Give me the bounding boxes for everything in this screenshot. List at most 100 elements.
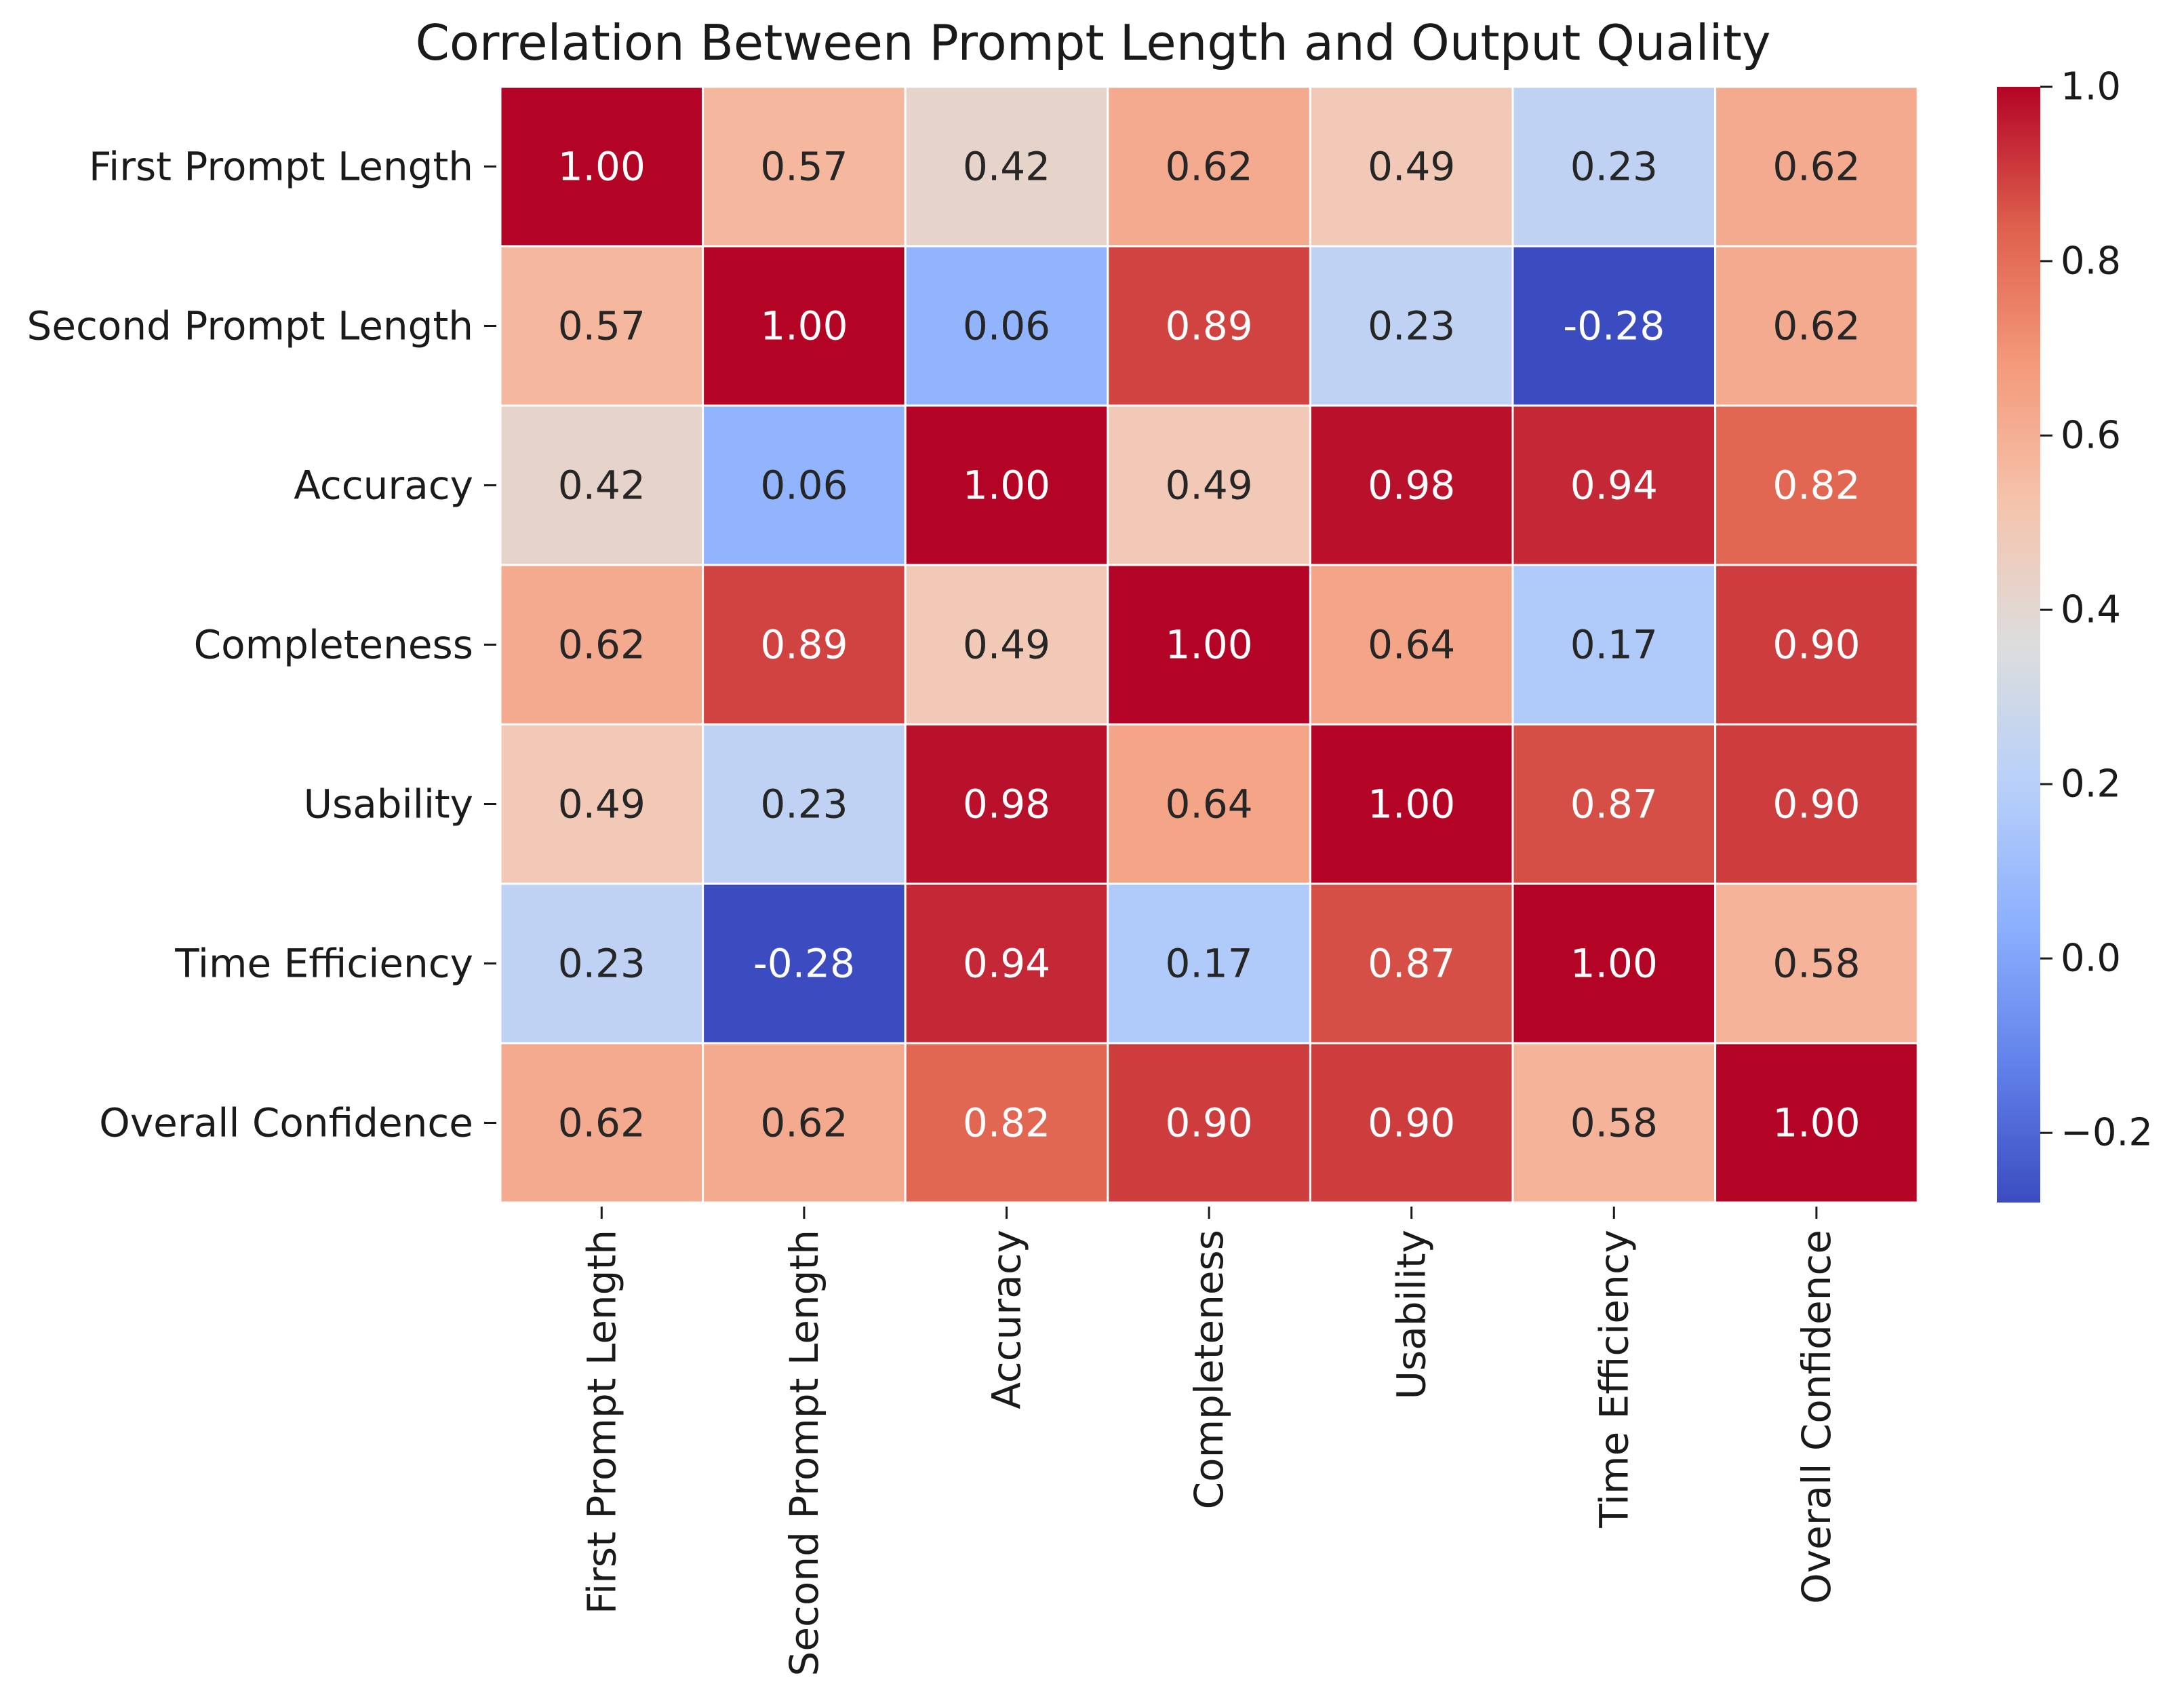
cell-value-label: 1.00 <box>1570 941 1658 987</box>
cell-value-label: 0.82 <box>963 1100 1050 1146</box>
cell-value-label: 0.57 <box>558 303 646 349</box>
heatmap-cells: 1.00 0.57 0.42 0.62 0.49 0.23 0.62 0.57 1.00 0.06… <box>499 85 1919 1204</box>
cell-value-label: 1.00 <box>1772 1100 1860 1146</box>
heatmap-cell <box>702 564 907 726</box>
y-tick-label: First Prompt Length <box>89 144 473 190</box>
heatmap-cell <box>702 85 907 248</box>
y-axis-tick-labels: First Prompt Length Second Prompt Length A… <box>27 144 496 1146</box>
cell-value-label: 0.62 <box>1166 144 1253 190</box>
cell-value-label: 0.62 <box>1772 144 1860 190</box>
y-tick-label: Usability <box>304 781 473 827</box>
y-tick-label: Accuracy <box>294 463 473 509</box>
y-tick-label: Second Prompt Length <box>27 303 473 349</box>
heatmap-cell <box>1107 1042 1311 1204</box>
heatmap-cell <box>1511 404 1717 566</box>
cell-value-label: 0.58 <box>1772 941 1860 987</box>
x-tick-label: Second Prompt Length <box>781 1230 827 1676</box>
heatmap-cell <box>499 882 704 1044</box>
heatmap-cell <box>1714 723 1919 885</box>
cell-value-label: 0.94 <box>963 941 1050 987</box>
x-tick-label: Usability <box>1389 1230 1435 1399</box>
heatmap-cell <box>1309 882 1514 1044</box>
cell-value-label: 0.17 <box>1570 622 1658 668</box>
cell-value-label: 0.89 <box>1166 303 1253 349</box>
cell-value-label: 0.90 <box>1772 622 1860 668</box>
heatmap-cell <box>1511 85 1717 248</box>
heatmap-cell <box>904 404 1109 566</box>
colorbar-tick-label: −0.2 <box>2061 1111 2153 1155</box>
heatmap-cell <box>1511 1042 1717 1204</box>
cell-value-label: 0.62 <box>1772 303 1860 349</box>
cell-value-label: 0.87 <box>1570 781 1658 827</box>
cell-value-label: 0.64 <box>1166 781 1253 827</box>
cell-value-label: 0.49 <box>1166 463 1253 509</box>
heatmap-cell <box>1309 85 1514 248</box>
heatmap-cell <box>1714 1042 1919 1204</box>
cell-value-label: 0.42 <box>558 463 646 509</box>
cell-value-label: 0.98 <box>963 781 1050 827</box>
cell-value-label: 0.06 <box>760 463 848 509</box>
cell-value-label: 1.00 <box>558 144 646 190</box>
x-tick-label: First Prompt Length <box>578 1230 624 1614</box>
heatmap-cell <box>499 245 704 407</box>
heatmap-cell <box>702 882 907 1044</box>
colorbar: −0.2 0.0 0.2 0.4 0.6 0.8 1.0 <box>1997 65 2153 1203</box>
cell-value-label: 1.00 <box>963 463 1050 509</box>
cell-value-label: 0.23 <box>1368 303 1455 349</box>
heatmap-cell <box>1511 245 1717 407</box>
heatmap-cell <box>499 564 704 726</box>
heatmap-cell <box>904 882 1109 1044</box>
heatmap-cell <box>904 1042 1109 1204</box>
colorbar-gradient <box>1997 87 2040 1203</box>
heatmap-cell <box>499 85 704 248</box>
cell-value-label: 0.62 <box>558 622 646 668</box>
heatmap-cell <box>1309 245 1514 407</box>
cell-value-label: 1.00 <box>760 303 848 349</box>
cell-value-label: 0.90 <box>1368 1100 1455 1146</box>
x-axis-tick-labels: First Prompt Length Second Prompt Length A… <box>578 1207 1840 1676</box>
heatmap-cell <box>1107 404 1311 566</box>
heatmap-cell <box>1511 564 1717 726</box>
cell-value-label: 0.62 <box>558 1100 646 1146</box>
cell-value-label: 0.49 <box>1368 144 1455 190</box>
y-tick-label: Completeness <box>194 622 473 668</box>
cell-value-label: 0.42 <box>963 144 1050 190</box>
heatmap-cell <box>499 1042 704 1204</box>
heatmap-cell <box>1107 85 1311 248</box>
colorbar-tick-label: 1.0 <box>2061 65 2121 109</box>
cell-value-label: 1.00 <box>1368 781 1455 827</box>
x-tick-label: Time Efficiency <box>1591 1230 1637 1529</box>
heatmap-cell <box>1714 404 1919 566</box>
heatmap-cell <box>1309 404 1514 566</box>
heatmap-cell <box>499 723 704 885</box>
colorbar-tick-label: 0.8 <box>2061 239 2121 284</box>
cell-value-label: 0.82 <box>1772 463 1860 509</box>
cell-value-label: 0.06 <box>963 303 1050 349</box>
y-tick-label: Time Efficiency <box>174 941 473 987</box>
cell-value-label: 0.23 <box>1570 144 1658 190</box>
cell-value-label: 1.00 <box>1166 622 1253 668</box>
colorbar-tick-label: 0.4 <box>2061 588 2121 632</box>
heatmap-cell <box>904 85 1109 248</box>
cell-value-label: 0.94 <box>1570 463 1658 509</box>
cell-value-label: 0.58 <box>1570 1100 1658 1146</box>
heatmap-cell <box>904 723 1109 885</box>
heatmap-cell <box>1107 564 1311 726</box>
cell-value-label: 0.98 <box>1368 463 1455 509</box>
cell-value-label: 0.49 <box>558 781 646 827</box>
cell-value-label: 0.49 <box>963 622 1050 668</box>
cell-value-label: 0.90 <box>1166 1100 1253 1146</box>
heatmap-cell <box>702 404 907 566</box>
cell-value-label: -0.28 <box>753 941 855 987</box>
heatmap-cell <box>904 245 1109 407</box>
chart-title: Correlation Between Prompt Length and Ou… <box>416 14 1771 71</box>
heatmap-cell <box>1107 882 1311 1044</box>
cell-value-label: 0.89 <box>760 622 848 668</box>
x-tick-label: Accuracy <box>984 1230 1030 1409</box>
y-tick-label: Overall Confidence <box>99 1100 473 1146</box>
x-tick-label: Overall Confidence <box>1793 1230 1840 1604</box>
cell-value-label: 0.23 <box>760 781 848 827</box>
heatmap-cell <box>1714 882 1919 1044</box>
heatmap-cell <box>1714 245 1919 407</box>
colorbar-tick-label: 0.2 <box>2061 762 2121 806</box>
